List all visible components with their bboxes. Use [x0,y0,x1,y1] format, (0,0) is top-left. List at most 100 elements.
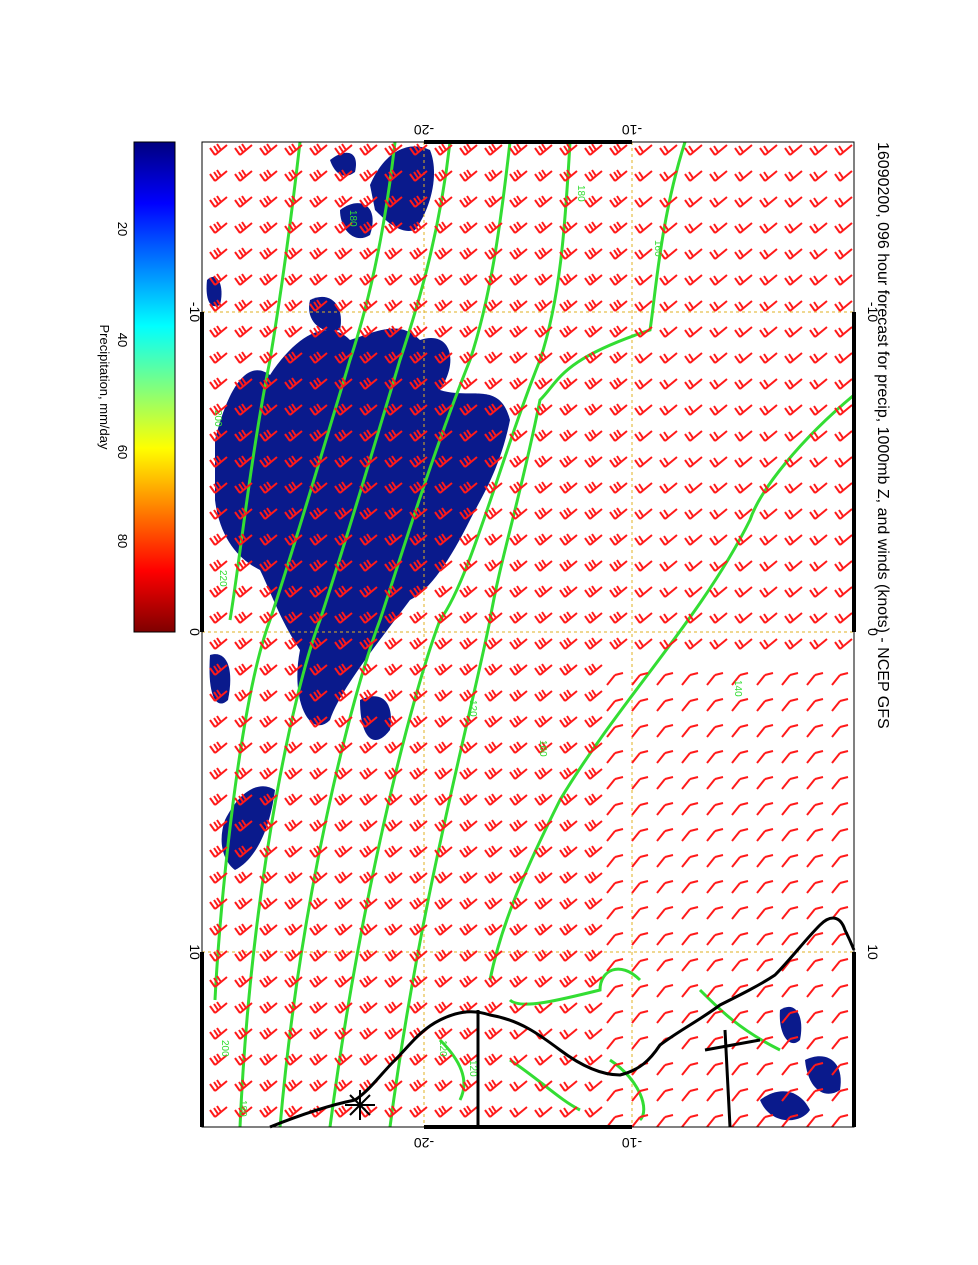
wind-barb-icon [584,923,603,936]
wind-barb-icon [334,481,353,494]
wind-barb-icon [409,507,428,520]
wind-barb-icon [806,958,824,972]
wind-barb-icon [359,273,378,286]
wind-barb-icon [606,828,624,842]
wind-barb-icon [509,715,528,728]
wind-barb-icon [759,170,778,182]
wind-barb-icon [706,1062,724,1076]
wind-barb-icon [731,724,749,738]
wind-barb-icon [459,221,478,234]
wind-barb-icon [409,1001,428,1014]
wind-barb-icon [534,169,553,182]
wind-barb-icon [731,1062,749,1076]
contour-label: 180 [575,185,586,202]
wind-barb-icon [731,672,749,686]
wind-barb-icon [259,819,278,832]
wind-barb-icon [359,455,378,468]
wind-barb-icon [334,689,353,702]
wind-barb-icon [834,378,853,390]
wind-barb-icon [384,585,403,598]
wind-barb-icon [759,274,778,286]
wind-barb-icon [609,325,628,338]
wind-barb-icon [234,481,253,494]
wind-barb-icon [731,828,749,842]
wind-barb-icon [559,793,578,806]
wind-barb-icon [484,871,503,884]
contour-label: 140 [732,680,743,697]
wind-barb-icon [509,377,528,390]
wind-barb-icon [509,1106,528,1118]
wind-barb-icon [634,612,653,624]
wind-barb-icon [359,949,378,962]
wind-barb-icon [681,1088,699,1102]
wind-barb-icon [434,975,453,988]
wind-barb-icon [284,507,303,520]
wind-barb-icon [459,585,478,598]
wind-barb-icon [684,170,703,182]
wind-barb-icon [609,559,628,572]
wind-barb-icon [634,586,653,598]
wind-barb-icon [309,1001,328,1014]
wind-barb-icon [509,481,528,494]
wind-barb-icon [509,195,528,208]
wind-barb-icon [606,1036,624,1050]
wind-barb-icon [534,767,553,780]
wind-barb-icon [781,1062,799,1076]
wind-barb-icon [784,560,803,572]
wind-barb-icon [834,612,853,624]
wind-barb-icon [681,750,699,764]
wind-barb-icon [784,430,803,442]
wind-barb-icon [459,715,478,728]
wind-barb-icon [309,559,328,572]
wind-barb-icon [781,802,799,816]
wind-barb-icon [559,299,578,312]
wind-barb-icon [334,195,353,208]
wind-barb-icon [234,403,253,416]
wind-barb-icon [359,871,378,884]
wind-barb-icon [359,533,378,546]
wind-barb-icon [606,932,624,946]
map-panel [200,140,856,1129]
wind-barb-icon [509,741,528,754]
colorbar-tick: 20 [115,222,130,236]
wind-barb-icon [434,559,453,572]
wind-barb-icon [809,300,828,312]
wind-barb-icon [609,221,628,234]
wind-barb-icon [384,507,403,520]
wind-barb-icon [409,585,428,598]
wind-barb-icon [734,456,753,468]
wind-barb-icon [534,1054,553,1066]
wind-barb-icon [659,300,678,312]
wind-barb-icon [409,1079,428,1092]
wind-barb-icon [209,767,228,780]
wind-barb-icon [831,1010,849,1024]
wind-barb-icon [734,352,753,364]
wind-barb-icon [681,958,699,972]
wind-barb-icon [834,196,853,208]
wind-barb-icon [309,507,328,520]
wind-barb-icon [759,560,778,572]
wind-barb-icon [834,222,853,234]
wind-barb-icon [484,429,503,442]
wind-barb-icon [234,611,253,624]
wind-barb-icon [559,819,578,832]
wind-barb-icon [484,403,503,416]
wind-barb-icon [759,222,778,234]
wind-barb-icon [334,845,353,858]
wind-barb-icon [409,247,428,260]
wind-barb-icon [209,1053,228,1066]
wind-barb-icon [584,767,603,780]
wind-barb-icon [806,724,824,738]
wind-barb-icon [684,352,703,364]
wind-barb-icon [809,144,828,156]
wind-barb-icon [509,299,528,312]
wind-barb-icon [484,819,503,832]
wind-barb-icon [534,975,553,988]
wind-barb-icon [534,195,553,208]
wind-barb-icon [409,923,428,936]
wind-barb-icon [309,949,328,962]
wind-barb-icon [784,326,803,338]
wind-barb-icon [709,274,728,286]
wind-barb-icon [484,299,503,312]
wind-barb-icon [609,351,628,364]
